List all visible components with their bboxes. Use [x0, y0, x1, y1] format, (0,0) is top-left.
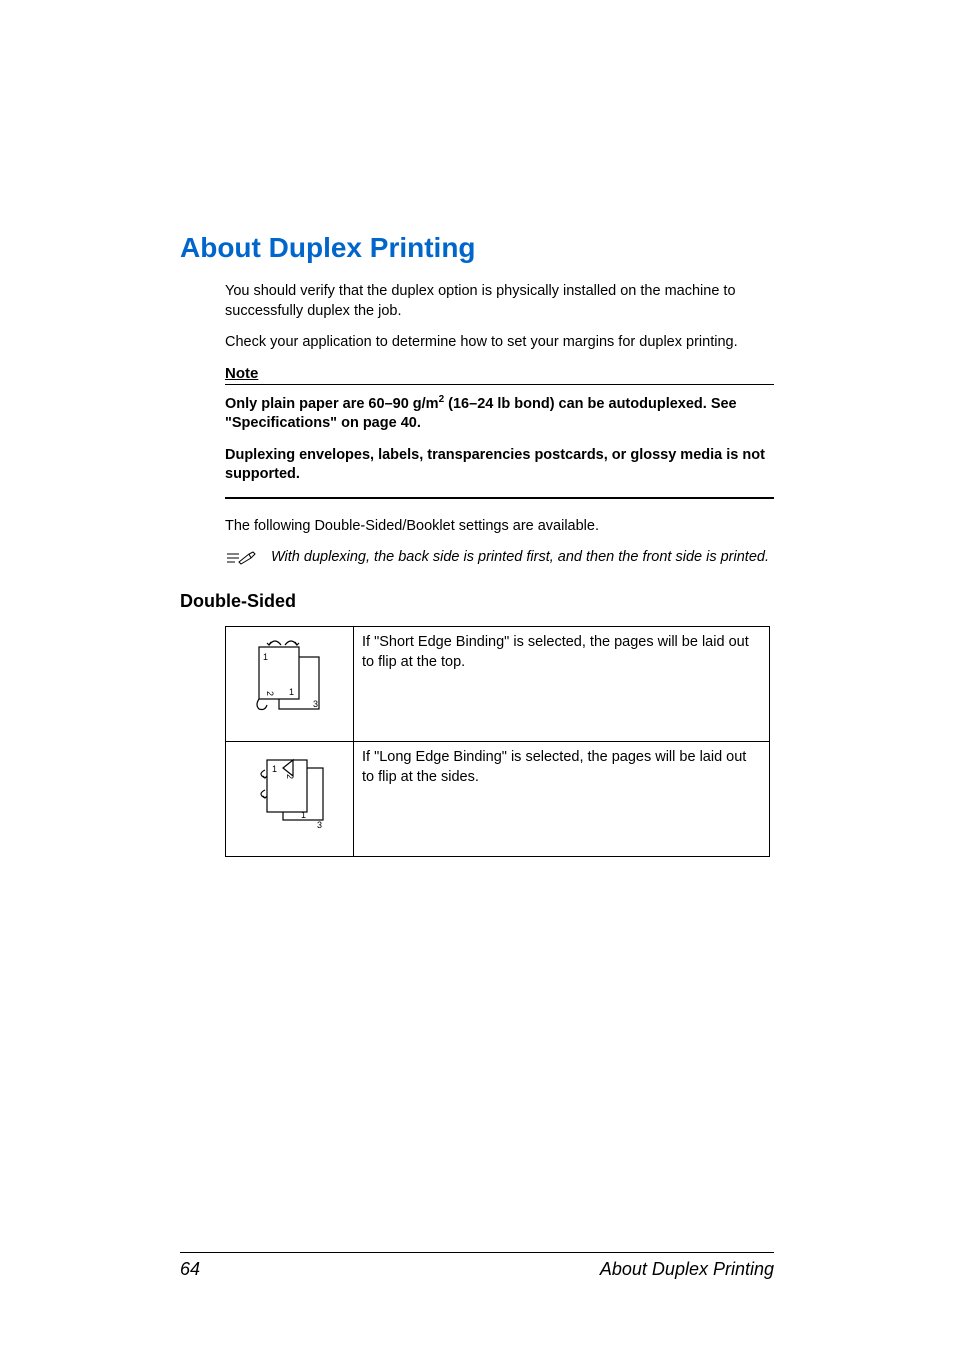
svg-text:1: 1 [289, 687, 294, 697]
short-edge-text: If "Short Edge Binding" is selected, the… [354, 627, 770, 742]
hand-writing-icon [225, 550, 259, 573]
note-rule-top [225, 384, 774, 385]
svg-text:1: 1 [301, 810, 306, 820]
footer-page-number: 64 [180, 1259, 200, 1280]
svg-text:1: 1 [272, 764, 277, 774]
long-edge-icon-cell: 1 1 3 2 [226, 742, 354, 857]
page-footer: 64 About Duplex Printing [180, 1252, 774, 1280]
table-row: 1 1 3 2 If "Long Edge Binding" is select [226, 742, 770, 857]
table-row: 1 1 3 2 If "Short Edge Bind [226, 627, 770, 742]
footer-title: About Duplex Printing [600, 1259, 774, 1280]
short-edge-binding-icon: 1 1 3 2 [245, 635, 335, 717]
note-rule-bottom [225, 497, 774, 499]
svg-text:1: 1 [263, 652, 268, 662]
long-edge-text: If "Long Edge Binding" is selected, the … [354, 742, 770, 857]
hand-note-text: With duplexing, the back side is printed… [271, 548, 769, 568]
note-para-2: Duplexing envelopes, labels, transparenc… [225, 446, 774, 485]
double-sided-heading: Double-Sided [180, 591, 774, 612]
long-edge-binding-icon: 1 1 3 2 [245, 750, 335, 832]
note-para-1: Only plain paper are 60–90 g/m2 (16–24 l… [225, 393, 774, 434]
svg-text:2: 2 [285, 774, 295, 779]
main-heading: About Duplex Printing [180, 232, 774, 264]
hand-note-row: With duplexing, the back side is printed… [225, 548, 774, 573]
short-edge-icon-cell: 1 1 3 2 [226, 627, 354, 742]
settings-intro: The following Double-Sided/Booklet setti… [225, 517, 774, 537]
svg-text:2: 2 [265, 691, 275, 696]
duplex-table: 1 1 3 2 If "Short Edge Bind [225, 626, 770, 857]
footer-rule [180, 1252, 774, 1253]
svg-text:3: 3 [317, 820, 322, 830]
intro-para-2: Check your application to determine how … [225, 333, 774, 353]
svg-text:3: 3 [313, 699, 318, 709]
note-label: Note [225, 365, 774, 382]
note-text-pre: Only plain paper are 60–90 g/m [225, 396, 439, 412]
intro-para-1: You should verify that the duplex option… [225, 282, 774, 321]
